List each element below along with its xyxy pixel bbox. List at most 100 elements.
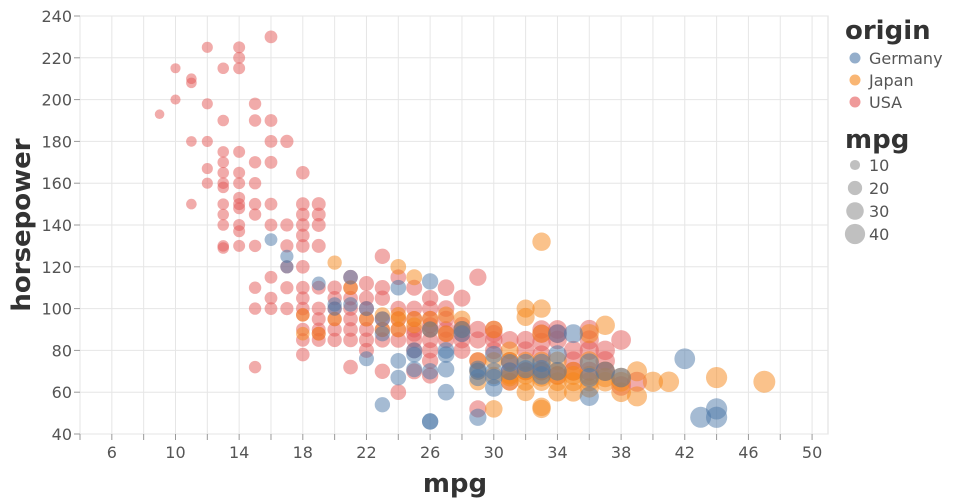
data-point-usa bbox=[264, 197, 278, 211]
data-point-usa bbox=[186, 136, 197, 147]
data-point-germany bbox=[311, 276, 326, 291]
data-point-usa bbox=[264, 218, 278, 232]
data-point-germany bbox=[421, 273, 439, 290]
data-point-japan bbox=[390, 321, 407, 338]
legend-swatch-usa bbox=[849, 96, 861, 108]
size-legend-circle bbox=[846, 202, 864, 220]
x-axis: 6 10 14 18 22 26 30 34 38 42 46 50 bbox=[79, 434, 822, 462]
data-point-japan bbox=[516, 307, 535, 327]
data-point-japan bbox=[627, 361, 648, 382]
data-point-usa bbox=[327, 322, 342, 337]
data-point-japan bbox=[595, 315, 615, 336]
data-point-usa bbox=[248, 360, 262, 374]
data-point-germany bbox=[327, 301, 342, 316]
data-point-germany bbox=[390, 279, 407, 296]
data-point-japan bbox=[390, 258, 407, 275]
x-tick-label: 38 bbox=[611, 443, 631, 462]
data-point-usa bbox=[343, 311, 358, 327]
data-point-usa bbox=[327, 332, 342, 348]
data-point-germany bbox=[674, 348, 696, 370]
data-point-germany bbox=[579, 353, 599, 373]
legend-swatch-germany bbox=[849, 52, 861, 64]
data-point-japan bbox=[406, 269, 423, 286]
data-point-japan bbox=[627, 386, 648, 407]
x-tick-label: 46 bbox=[738, 443, 758, 462]
data-point-japan bbox=[532, 324, 551, 343]
data-point-usa bbox=[374, 248, 391, 265]
data-point-usa bbox=[264, 270, 278, 284]
data-point-japan bbox=[358, 311, 374, 327]
data-point-japan bbox=[753, 370, 776, 393]
data-point-germany bbox=[500, 362, 519, 381]
data-point-germany bbox=[469, 368, 487, 387]
data-point-usa bbox=[374, 290, 391, 306]
data-point-japan bbox=[532, 299, 551, 318]
data-point-germany bbox=[358, 301, 374, 317]
x-tick-label: 6 bbox=[107, 443, 117, 462]
data-point-usa bbox=[217, 114, 230, 127]
legend-label-japan: Japan bbox=[868, 71, 914, 90]
data-point-usa bbox=[217, 208, 230, 221]
data-point-usa bbox=[453, 289, 471, 307]
legend-label-usa: USA bbox=[869, 93, 902, 112]
data-point-germany bbox=[611, 367, 631, 388]
data-point-germany bbox=[705, 406, 728, 428]
legend-label-germany: Germany bbox=[869, 49, 943, 68]
data-point-usa bbox=[233, 145, 246, 158]
data-point-usa bbox=[264, 291, 278, 305]
data-point-germany bbox=[343, 297, 358, 312]
y-tick-label: 180 bbox=[41, 132, 72, 151]
x-tick-label: 42 bbox=[675, 443, 695, 462]
x-tick-label: 26 bbox=[420, 443, 440, 462]
data-point-germany bbox=[548, 361, 567, 381]
size-legend-title: mpg bbox=[845, 125, 909, 155]
data-point-usa bbox=[374, 363, 391, 379]
color-legend-entries: Germany Japan USA bbox=[849, 49, 943, 112]
data-point-usa bbox=[280, 302, 294, 316]
data-point-japan bbox=[658, 371, 680, 392]
data-point-japan bbox=[296, 326, 310, 341]
data-point-japan bbox=[563, 382, 583, 402]
data-point-usa bbox=[311, 207, 326, 222]
data-point-usa bbox=[358, 276, 374, 292]
data-point-usa bbox=[264, 135, 278, 148]
data-point-japan bbox=[532, 232, 551, 251]
data-point-usa bbox=[358, 321, 374, 338]
y-tick-label: 100 bbox=[41, 300, 72, 319]
data-point-germany bbox=[421, 321, 439, 338]
data-point-japan bbox=[705, 366, 728, 389]
data-point-germany bbox=[280, 249, 294, 263]
data-point-germany bbox=[453, 321, 471, 338]
data-point-japan bbox=[406, 317, 423, 334]
x-tick-label: 50 bbox=[802, 443, 822, 462]
data-point-usa bbox=[296, 197, 310, 211]
data-point-usa bbox=[280, 281, 294, 295]
data-point-usa bbox=[248, 197, 262, 211]
size-legend-label: 20 bbox=[869, 179, 889, 198]
data-point-germany bbox=[485, 345, 503, 364]
data-point-usa bbox=[296, 280, 310, 295]
data-point-germany bbox=[280, 260, 294, 274]
data-point-usa bbox=[264, 302, 278, 315]
data-point-usa bbox=[280, 239, 294, 253]
data-point-usa bbox=[186, 77, 197, 89]
data-point-usa bbox=[201, 177, 213, 189]
data-point-germany bbox=[485, 362, 503, 381]
data-point-germany bbox=[374, 326, 391, 342]
data-point-usa bbox=[343, 359, 358, 375]
data-point-usa bbox=[201, 98, 213, 110]
data-point-germany bbox=[516, 360, 535, 379]
data-point-usa bbox=[248, 177, 262, 190]
data-point-usa bbox=[217, 242, 230, 254]
data-point-usa bbox=[170, 63, 181, 74]
size-legend-label: 40 bbox=[869, 225, 889, 244]
y-tick-label: 160 bbox=[41, 174, 72, 193]
data-point-usa bbox=[390, 384, 407, 401]
legend-swatch-japan bbox=[849, 74, 861, 86]
data-point-usa bbox=[217, 62, 230, 75]
data-point-germany bbox=[374, 397, 391, 413]
data-point-usa bbox=[248, 114, 262, 127]
y-tick-label: 220 bbox=[41, 49, 72, 68]
data-point-usa bbox=[248, 239, 262, 253]
data-point-germany bbox=[390, 353, 407, 369]
